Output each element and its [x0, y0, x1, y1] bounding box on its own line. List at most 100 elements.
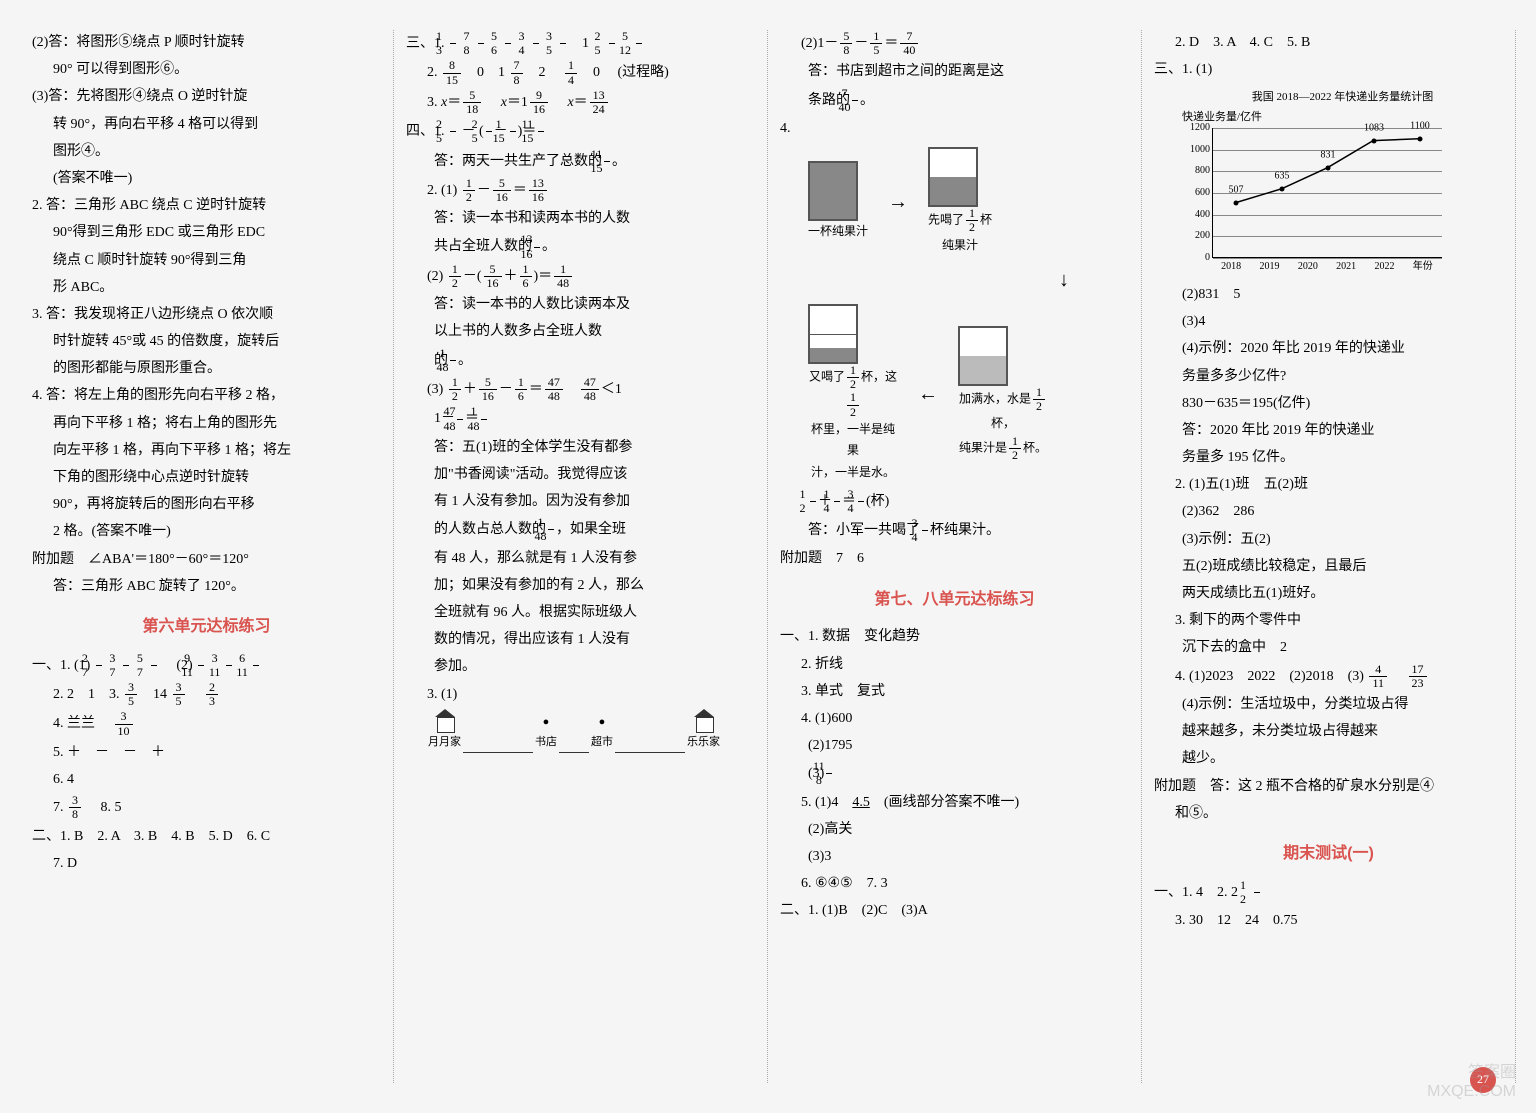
text: 加；如果没有参加的有 2 人，那么	[406, 573, 755, 598]
fraction: 37	[123, 652, 129, 679]
arrow-icon: ↓	[1059, 262, 1069, 298]
text: 5. (1)4 4.5 (画线部分答案不唯一)	[780, 790, 1129, 815]
text: 2. 折线	[780, 652, 1129, 677]
chart-xaxis: 20182019202020212022年份	[1212, 258, 1442, 276]
text: (2)1－58－15＝740	[780, 30, 1129, 57]
text: 4. 兰兰 310	[32, 710, 381, 737]
text: 一、1. (1) 27 37 57 (2) 911 311 611	[32, 652, 381, 679]
text: 沉下去的盒中 2	[1154, 635, 1503, 660]
fraction: 411	[1369, 663, 1387, 690]
label: 2. (1)	[427, 183, 457, 198]
text: 条路的740。	[780, 87, 1129, 114]
text: (3)118	[780, 760, 1129, 787]
column-1: (2)答：将图形⑤绕点 P 顺时针旋转 90° 可以得到图形⑥。 (3)答：先将…	[20, 30, 394, 1083]
glass-full-icon	[808, 161, 858, 221]
text: 2. 答：三角形 ABC 绕点 C 逆时针旋转	[32, 193, 381, 218]
fraction: 34	[858, 488, 864, 515]
text: 附加题 7 6	[780, 546, 1129, 571]
house-icon	[690, 709, 718, 733]
label: (3)	[427, 382, 443, 397]
caption: 一杯纯果汁	[808, 221, 868, 243]
watermark: 答案圈 MXQE.COM	[1427, 1063, 1516, 1101]
text: 的148。	[406, 347, 755, 374]
label: (过程略)	[618, 65, 669, 80]
fraction: 16	[520, 263, 532, 290]
text: 2. (1)五(1)班 五(2)班	[1154, 472, 1503, 497]
label: (2)1－	[801, 36, 838, 51]
text: 五(2)班成绩比较稳定，且最后	[1154, 554, 1503, 579]
text: 2. 2 1 3. 35 14 35 23	[32, 681, 381, 708]
fraction: 16	[515, 376, 527, 403]
text: 90°得到三角形 EDC 或三角形 EDC	[32, 220, 381, 245]
glass-refill-icon	[958, 326, 1008, 386]
text: 二、1. (1)B (2)C (3)A	[780, 898, 1129, 923]
fraction: 148	[450, 347, 456, 374]
text: (2)831 5	[1154, 282, 1503, 307]
fraction: 25	[486, 118, 492, 145]
caption: 先喝了12杯纯果汁	[928, 207, 992, 256]
text: 7. D	[32, 851, 381, 876]
text: 3. 剩下的两个零件中	[1154, 608, 1503, 633]
label: 乐乐家	[687, 736, 720, 748]
text: 全班就有 96 人。根据实际班级人	[406, 600, 755, 625]
text: 共占全班人数的1316。	[406, 233, 755, 260]
text: 2. 815 0 1 78 2 14 0 (过程略)	[406, 59, 755, 86]
label: 月月家	[428, 736, 461, 748]
label: 的人数占总人数的	[434, 522, 546, 537]
fraction: 1316	[534, 233, 540, 260]
text: 务量多 195 亿件。	[1154, 445, 1503, 470]
text: 4.	[780, 116, 1129, 141]
text: 四、1. 25 － (25－115)＝1115	[406, 118, 755, 145]
text: 12＋14＝34(杯)	[780, 488, 1129, 515]
fraction: 148	[554, 263, 572, 290]
label: (杯)	[866, 494, 889, 509]
fraction: 516	[493, 177, 511, 204]
text: 的人数占总人数的148，如果全班	[406, 516, 755, 543]
watermark-text: 答案圈	[1427, 1063, 1516, 1082]
text: 有 48 人，那么就是有 1 人没有参	[406, 546, 755, 571]
watermark-text: MXQE.COM	[1427, 1082, 1516, 1101]
label: ，如果全班	[556, 522, 626, 537]
fraction: 58	[840, 30, 852, 57]
column-3: (2)1－58－15＝740 答：书店到超市之间的距离是这 条路的740。 4.…	[768, 30, 1142, 1083]
label: 2. 2 1 3.	[53, 687, 120, 702]
fraction: 23	[206, 681, 218, 708]
text: 三、1. 13 78 56 34 35 1 25 512	[406, 30, 755, 57]
section-title-final: 期末测试(一)	[1154, 840, 1503, 869]
fraction: 611	[253, 652, 259, 679]
glass-quarter-icon	[808, 304, 858, 364]
fraction: 78	[478, 30, 484, 57]
label: 7.	[53, 800, 64, 815]
fraction: 4748	[581, 376, 599, 403]
text: 4. 答：将左上角的图形先向右平移 2 格，	[32, 383, 381, 408]
glass-diagram-top: 一杯纯果汁 → 先喝了12杯纯果汁	[808, 147, 1129, 256]
label: 3.	[427, 95, 438, 110]
fraction: 57	[151, 652, 157, 679]
text: 数的情况，得出应该有 1 人没有	[406, 627, 755, 652]
text: 一、1. 数据 变化趋势	[780, 624, 1129, 649]
fraction: 34	[922, 517, 928, 544]
fraction: 148	[548, 516, 554, 543]
text: 向左平移 1 格，再向下平移 1 格；将左	[32, 438, 381, 463]
fraction: 911	[198, 652, 204, 679]
text: 4. (1)600	[780, 706, 1129, 731]
fraction: 25	[450, 118, 456, 145]
section-title-6: 第六单元达标练习	[32, 613, 381, 642]
fraction: 740	[900, 30, 918, 57]
text: 三、1. (1)	[1154, 57, 1503, 82]
fraction: 815	[443, 59, 461, 86]
fraction: 35	[560, 30, 566, 57]
column-4: 2. D 3. A 4. C 5. B 三、1. (1) 我国 2018—202…	[1142, 30, 1516, 1083]
text: 转 90°，再向右平移 4 格可以得到	[32, 112, 381, 137]
fraction: 14	[565, 59, 577, 86]
text: 附加题 ∠ABA'＝180°－60°＝120°	[32, 547, 381, 572]
label: 4. 兰兰	[53, 716, 109, 731]
fraction: 518	[463, 89, 481, 116]
fraction: 4748	[545, 376, 563, 403]
fraction: 115	[510, 118, 516, 145]
label: 2.	[427, 65, 438, 80]
label: 杯纯果汁。	[930, 523, 1000, 538]
text: 时针旋转 45°或 45 的倍数度，旋转后	[32, 329, 381, 354]
text: 一、1. 4 2. 2 12	[1154, 879, 1503, 906]
text: (3)答：先将图形④绕点 O 逆时针旋	[32, 84, 381, 109]
